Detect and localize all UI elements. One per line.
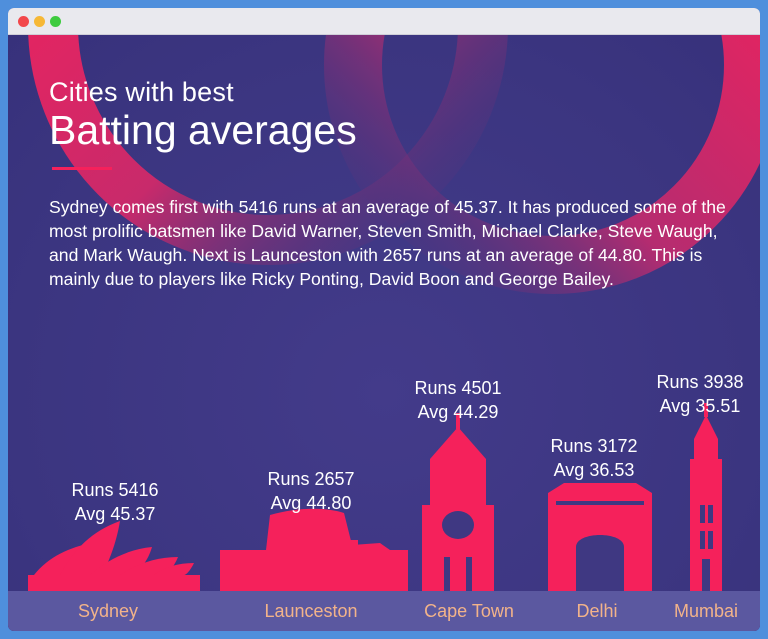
rajabai-tower-icon [690, 403, 722, 591]
city-label-delhi: Delhi [576, 601, 617, 621]
runs-label-cape-town: Runs 4501 [414, 378, 501, 398]
browser-window: Cities with best Batting averages Sydney… [8, 8, 760, 631]
chart-footer-bar [8, 591, 760, 631]
stadium-icon [220, 508, 408, 591]
avg-label-delhi: Avg 36.53 [554, 460, 635, 480]
avg-label-cape-town: Avg 44.29 [418, 402, 499, 422]
background-decoration [28, 35, 760, 294]
description-text: Sydney comes first with 5416 runs at an … [49, 197, 726, 289]
city-label-cape-town: Cape Town [424, 601, 514, 621]
avg-label-mumbai: Avg 35.51 [660, 396, 741, 416]
decorative-ring-left [28, 35, 508, 265]
opera-house-icon [28, 521, 200, 591]
runs-label-launceston: Runs 2657 [267, 469, 354, 489]
avg-label-launceston: Avg 44.80 [271, 493, 352, 513]
india-gate-icon [548, 483, 652, 591]
avg-label-sydney: Avg 45.37 [75, 504, 156, 524]
runs-label-mumbai: Runs 3938 [656, 372, 743, 392]
window-titlebar [8, 8, 760, 35]
infographic: Cities with best Batting averages Sydney… [8, 35, 760, 631]
maximize-window-button[interactable] [50, 16, 61, 27]
page-subtitle: Cities with best [49, 77, 234, 107]
city-label-sydney: Sydney [78, 601, 138, 621]
city-label-mumbai: Mumbai [674, 601, 738, 621]
runs-label-sydney: Runs 5416 [71, 480, 158, 500]
minimize-window-button[interactable] [34, 16, 45, 27]
cities-chart: Runs 5416 Avg 45.37 Runs 2657 Avg 44.80 … [8, 372, 760, 631]
clock-tower-icon [422, 413, 494, 591]
decorative-ring-right [324, 35, 760, 294]
page-title: Batting averages [49, 107, 357, 153]
city-label-launceston: Launceston [264, 601, 357, 621]
title-underline [52, 167, 112, 170]
close-window-button[interactable] [18, 16, 29, 27]
runs-label-delhi: Runs 3172 [550, 436, 637, 456]
